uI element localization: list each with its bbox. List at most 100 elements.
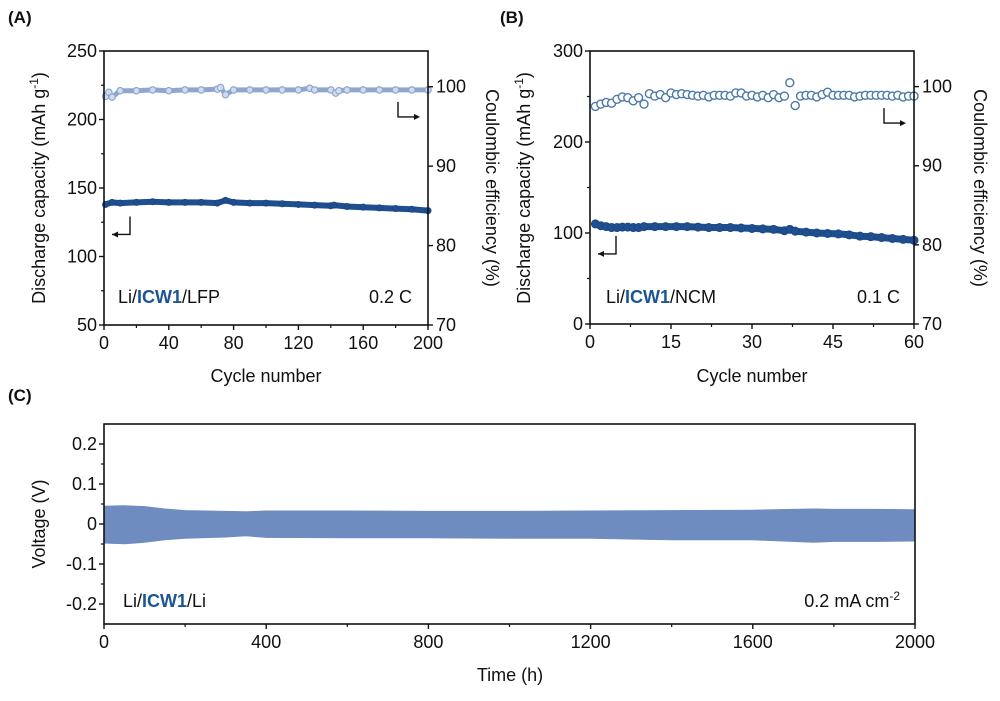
- panel-a-ce-band: [103, 85, 431, 100]
- panel-c-xtick-label: 400: [251, 632, 281, 652]
- panel-a-cell-label: Li/ICW1/LFP: [118, 287, 220, 307]
- panel-a-ce-point: [148, 86, 157, 94]
- panel-b-capacity-point: [790, 226, 800, 236]
- panel-a-capacity-point: [392, 205, 400, 213]
- panel-b-capacity-point: [671, 222, 681, 232]
- panel-a-xtick-label: 160: [348, 333, 378, 353]
- panel-b-xtick-label: 15: [661, 332, 681, 352]
- panel-c-label: (C): [8, 386, 32, 405]
- panel-a-xtick-label: 40: [159, 333, 179, 353]
- panel-a-y2tick-label: 80: [436, 236, 456, 256]
- panel-c-xtick-label: 1600: [733, 632, 773, 652]
- panel-b: (B) 0 15 30 45 60 0 100 200 300 70 80 90 100 Cycle n…: [500, 8, 990, 386]
- panel-b-capacity-point: [866, 232, 876, 242]
- panel-a-capacity-point: [408, 205, 416, 213]
- panel-a-ce-point: [216, 83, 225, 92]
- panel-a-right-arrowhead-icon: [414, 113, 420, 120]
- panel-a-ce-point: [229, 86, 238, 94]
- panel-b-capacity-point: [823, 228, 833, 238]
- panel-a-capacity-point: [116, 199, 124, 207]
- panel-b-ytick-label: 300: [553, 41, 583, 61]
- panel-a-right-axis-arrow: [397, 101, 418, 118]
- panel-c-ytick-label: 0.1: [72, 474, 97, 494]
- panel-a-ce-point: [310, 86, 319, 94]
- panel-a-ce-point: [391, 86, 400, 94]
- panel-c-xtick-label: 2000: [895, 632, 935, 652]
- panel-a-ce-point: [246, 86, 254, 94]
- panel-a-capacity-point: [311, 201, 319, 209]
- panel-a-y2label: Coulombic efficiency (%): [482, 89, 502, 287]
- panel-a-rate-label: 0.2 C: [369, 287, 412, 307]
- panel-a-ytick-label: 250: [67, 41, 97, 61]
- panel-b-capacity-point: [887, 233, 897, 243]
- panel-a-ce-point: [221, 90, 230, 99]
- panel-b-capacity-point: [758, 224, 768, 234]
- panel-a-capacity-point: [262, 199, 270, 207]
- panel-a-left-arrowhead-icon: [112, 231, 118, 238]
- panel-c-ytick-label: -0.1: [66, 554, 97, 574]
- panel-c-voltage-profile: [103, 505, 916, 545]
- panel-b-y2tick-label: 90: [922, 156, 942, 176]
- panel-a-y2tick-label: 70: [436, 315, 456, 335]
- panel-a-capacity-point: [230, 198, 238, 206]
- panel-b-y2label: Coulombic efficiency (%): [970, 89, 990, 287]
- panel-b-ytick-label: 100: [553, 223, 583, 243]
- panel-c-cell-label: Li/ICW1/Li: [123, 591, 206, 611]
- panel-b-capacity-point: [844, 230, 854, 240]
- panel-a-capacity-point: [375, 204, 383, 212]
- panel-a-ytick-label: 150: [67, 178, 97, 198]
- panel-c-ytick-label: -0.2: [66, 594, 97, 614]
- panel-a-ce-point: [116, 86, 125, 95]
- panel-a-ce-point: [359, 86, 368, 94]
- panel-a-ce-point: [165, 86, 173, 95]
- panel-b-ce-point: [633, 92, 644, 103]
- panel-b-y2tick-label: 100: [922, 77, 952, 97]
- panel-a: (A) 0 40 80 120 160 200 50 100 150 200 250 70 80 90 10…: [8, 8, 502, 386]
- panel-c-rate-label: 0.2 mA cm-2: [804, 589, 900, 611]
- panel-a-ce-point: [132, 86, 141, 95]
- panel-b-ylabel: Discharge capacity (mAh g-1): [512, 72, 534, 304]
- panel-a-capacity-point: [359, 203, 367, 211]
- panel-b-y2tick-label: 80: [922, 235, 942, 255]
- panel-a-capacity-point: [294, 200, 302, 208]
- panel-b-capacity-point: [736, 223, 746, 233]
- panel-b-ce-point: [779, 91, 790, 101]
- panel-c-ytick-label: 0: [87, 514, 97, 534]
- panel-a-ce-point: [343, 86, 351, 94]
- panel-a-ce-point: [375, 86, 384, 94]
- panel-b-capacity-point: [693, 222, 703, 232]
- panel-c-ytick-label: 0.2: [72, 434, 97, 454]
- panel-c-xlabel: Time (h): [477, 665, 543, 685]
- panel-b-capacity-point: [650, 222, 660, 232]
- panel-a-label: (A): [8, 8, 32, 27]
- panel-b-left-axis-arrow: [598, 235, 617, 255]
- panel-b-cell-label: Li/ICW1/NCM: [606, 287, 716, 307]
- panel-a-ytick-label: 50: [77, 315, 97, 335]
- panel-a-xtick-label: 120: [283, 333, 313, 353]
- panel-a-ce-point: [197, 86, 206, 94]
- panel-a-capacity-point: [197, 198, 205, 206]
- panel-a-ytick-label: 200: [67, 110, 97, 130]
- panel-a-capacity-point: [278, 200, 286, 208]
- panel-b-capacity-point: [704, 223, 714, 233]
- panel-b-capacity-point: [639, 222, 649, 232]
- panel-a-ylabel: Discharge capacity (mAh g-1): [27, 72, 49, 304]
- panel-a-xtick-label: 200: [413, 333, 443, 353]
- panel-b-y2tick-label: 70: [922, 314, 942, 334]
- panel-c-xtick-label: 800: [413, 632, 443, 652]
- panel-c-xtick-label: 1200: [571, 632, 611, 652]
- panel-b-xtick-label: 60: [904, 332, 924, 352]
- panel-b-label: (B): [500, 8, 524, 27]
- panel-b-ytick-label: 200: [553, 132, 583, 152]
- panel-c-ylabel: Voltage (V): [29, 479, 49, 568]
- panel-a-xtick-label: 80: [224, 333, 244, 353]
- panel-b-capacity-point: [769, 224, 779, 234]
- panel-b-capacity-point: [833, 229, 843, 239]
- panel-a-capacity-point: [132, 198, 140, 206]
- panel-a-ce-point: [294, 86, 303, 94]
- panel-c: (C) 0 400 800 1200 1600 2000 -0.2 -0.1 0 0.1 0.2 T…: [8, 386, 935, 685]
- panel-b-capacity-point: [812, 228, 822, 238]
- panel-a-capacity-point: [149, 198, 157, 206]
- panel-b-ytick-label: 0: [573, 314, 583, 334]
